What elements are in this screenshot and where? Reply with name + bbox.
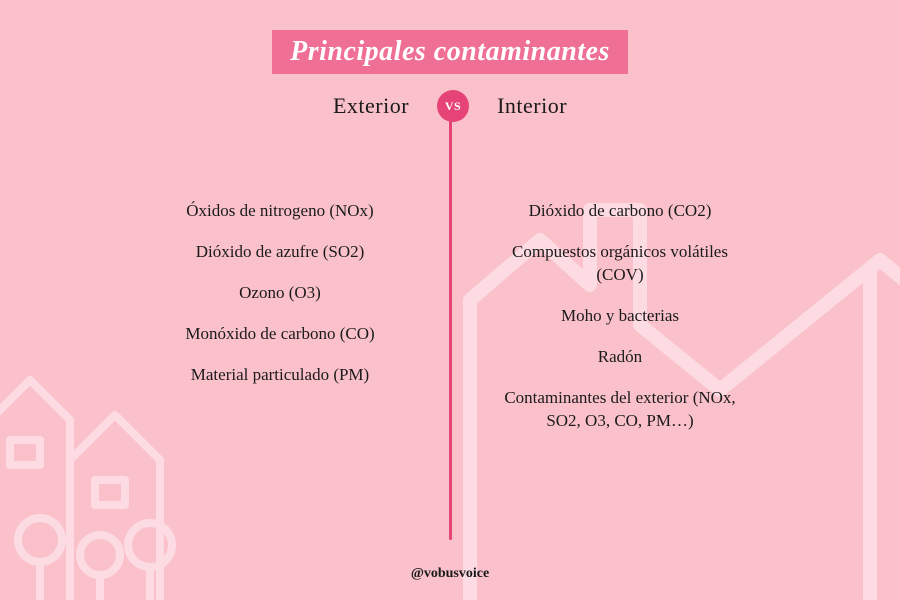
exterior-column: Óxidos de nitrogeno (NOx) Dióxido de azuf… bbox=[150, 200, 450, 433]
list-item: Contaminantes del exterior (NOx, SO2, O3… bbox=[490, 387, 750, 433]
author-handle: @vobusvoice bbox=[0, 566, 900, 582]
list-item: Dióxido de azufre (SO2) bbox=[150, 241, 410, 264]
infographic-canvas: Principales contaminantes Exterior VS In… bbox=[0, 0, 900, 600]
list-item: Radón bbox=[490, 346, 750, 369]
list-item: Monóxido de carbono (CO) bbox=[150, 323, 410, 346]
list-item: Material particulado (PM) bbox=[150, 364, 410, 387]
list-item: Óxidos de nitrogeno (NOx) bbox=[150, 200, 410, 223]
interior-column: Dióxido de carbono (CO2) Compuestos orgán… bbox=[450, 200, 750, 433]
list-item: Ozono (O3) bbox=[150, 282, 410, 305]
title-wrap: Principales contaminantes bbox=[0, 30, 900, 74]
list-item: Compuestos orgánicos volátiles (COV) bbox=[490, 241, 750, 287]
vs-badge: VS bbox=[437, 90, 469, 122]
columns: Óxidos de nitrogeno (NOx) Dióxido de azuf… bbox=[0, 200, 900, 433]
list-item: Dióxido de carbono (CO2) bbox=[490, 200, 750, 223]
list-item: Moho y bacterias bbox=[490, 305, 750, 328]
header-exterior: Exterior bbox=[333, 93, 409, 119]
header-interior: Interior bbox=[497, 93, 567, 119]
page-title: Principales contaminantes bbox=[272, 30, 628, 74]
